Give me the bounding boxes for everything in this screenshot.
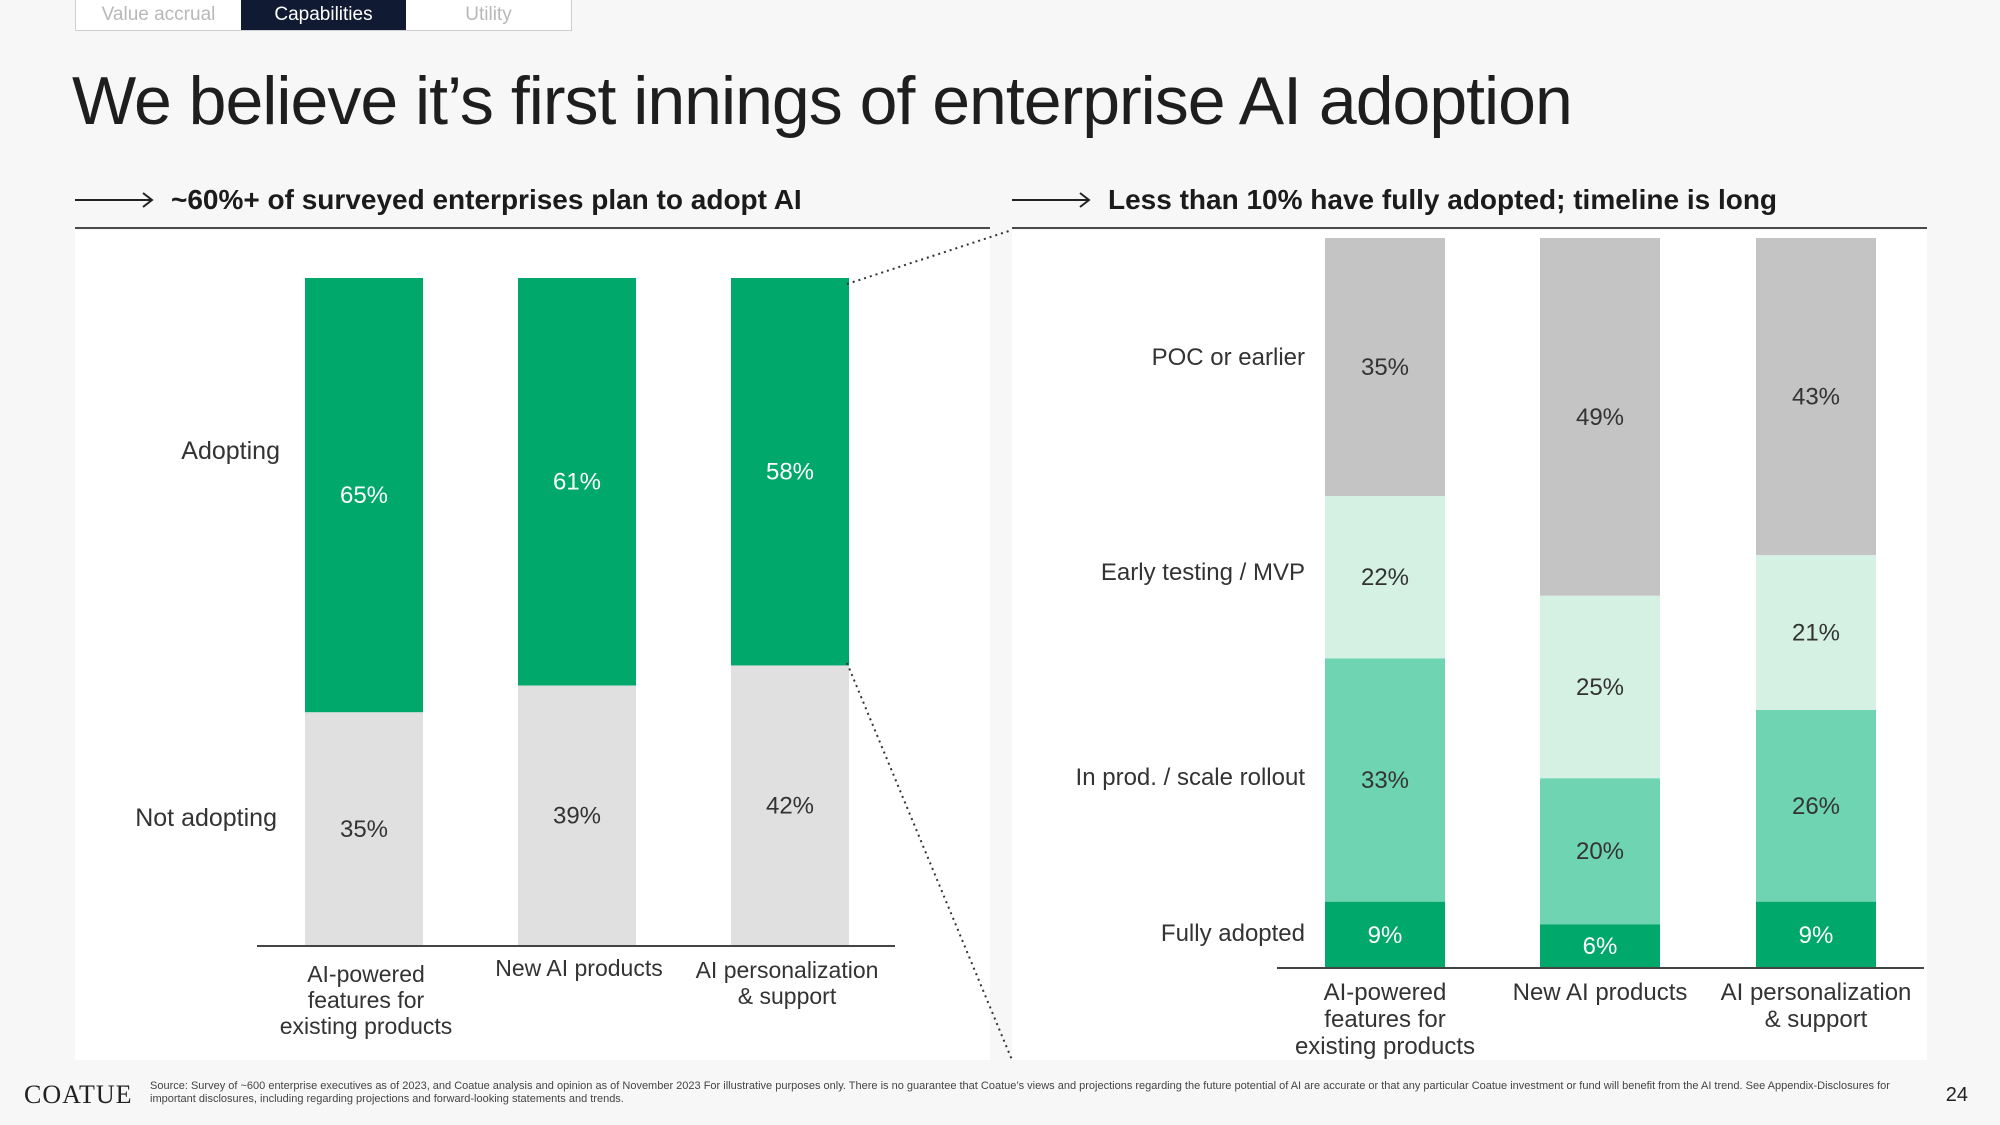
data-label: 42% xyxy=(766,793,814,820)
tab-utility[interactable]: Utility xyxy=(465,4,512,25)
bar-adopting-3 xyxy=(731,278,849,666)
data-label: 65% xyxy=(340,482,388,509)
arrow-right-icon xyxy=(1012,192,1092,208)
bar-not-adopting-3 xyxy=(731,665,849,946)
bar-fully-adopted-3 xyxy=(1756,901,1876,968)
bar-fully-adopted-2 xyxy=(1540,924,1660,968)
tab-value-accrual[interactable]: Value accrual xyxy=(101,4,216,25)
data-label: 35% xyxy=(340,816,388,843)
page-title: We believe it’s first innings of enterpr… xyxy=(72,63,1573,139)
section-tabs: Value accrual Capabilities Utility xyxy=(75,0,572,31)
data-label: 49% xyxy=(1576,404,1624,431)
data-label: 61% xyxy=(553,469,601,496)
bar-adopting-1 xyxy=(305,278,423,713)
right-chart-panel: 9% 33% 22% 35% 6% 20% 25% 49% 9% 26% 21% 43% POC or … xyxy=(1012,230,1927,1060)
bar-not-adopting-2 xyxy=(518,685,636,946)
series-label-in-prod-scale-rollout: In prod. / scale rollout xyxy=(1076,764,1306,791)
x-tick-label-3: AI personalization & support xyxy=(696,957,879,1009)
x-tick-label-2: New AI products xyxy=(1513,979,1688,1006)
x-tick-label-3: AI personalization & support xyxy=(1721,979,1912,1033)
bar-poc-or-earlier-1 xyxy=(1325,238,1445,497)
left-chart-panel: 35% 65% 39% 61% 42% 58% Adopting Not adopting AI… xyxy=(75,230,990,1060)
data-label: 9% xyxy=(1799,922,1834,949)
tab-capabilities[interactable]: Capabilities xyxy=(241,0,406,30)
company-logo: COATUE xyxy=(24,1080,133,1109)
page-number: 24 xyxy=(1945,1084,1968,1106)
bar-poc-or-earlier-3 xyxy=(1756,238,1876,556)
series-label-poc-or-earlier: POC or earlier xyxy=(1152,344,1305,371)
data-label: 33% xyxy=(1361,767,1409,794)
series-label-not-adopting: Not adopting xyxy=(135,804,277,832)
source-note: Source: Survey of ~600 enterprise execut… xyxy=(150,1080,1890,1105)
x-tick-label-1: AI-powered features for existing products xyxy=(1295,979,1475,1060)
bar-in-prod-scale-rollout-1 xyxy=(1325,658,1445,902)
data-label: 43% xyxy=(1792,384,1840,411)
right-divider xyxy=(1012,227,1927,229)
bar-early-testing-mvp-2 xyxy=(1540,595,1660,779)
data-label: 35% xyxy=(1361,354,1409,381)
data-label: 20% xyxy=(1576,838,1624,865)
bar-adopting-2 xyxy=(518,278,636,686)
series-label-early-testing-mvp: Early testing / MVP xyxy=(1101,559,1305,586)
adoption-stage-chart: 9% 33% 22% 35% 6% 20% 25% 49% 9% 26% 21% 43% POC or … xyxy=(1076,238,1924,1060)
series-label-fully-adopted: Fully adopted xyxy=(1161,920,1305,947)
data-label: 39% xyxy=(553,803,601,830)
adoption-plan-chart: 35% 65% 39% 61% 42% 58% Adopting Not adopting AI… xyxy=(135,278,895,1039)
x-tick-label-2: New AI products xyxy=(495,955,662,981)
data-label: 6% xyxy=(1583,933,1618,960)
bar-poc-or-earlier-2 xyxy=(1540,238,1660,596)
bar-early-testing-mvp-1 xyxy=(1325,496,1445,659)
data-label: 9% xyxy=(1368,922,1403,949)
data-label: 25% xyxy=(1576,674,1624,701)
bar-not-adopting-1 xyxy=(305,712,423,946)
bar-early-testing-mvp-3 xyxy=(1756,555,1876,710)
data-label: 58% xyxy=(766,459,814,486)
left-divider xyxy=(75,227,990,229)
left-subheading: ~60%+ of surveyed enterprises plan to ad… xyxy=(75,184,802,216)
left-subheading-text: ~60%+ of surveyed enterprises plan to ad… xyxy=(171,184,802,215)
x-tick-label-1: AI-powered features for existing products xyxy=(280,961,453,1039)
bar-in-prod-scale-rollout-2 xyxy=(1540,778,1660,925)
bar-fully-adopted-1 xyxy=(1325,901,1445,968)
arrow-right-icon xyxy=(75,192,155,208)
right-subheading-text: Less than 10% have fully adopted; timeli… xyxy=(1108,184,1778,215)
series-label-adopting: Adopting xyxy=(181,437,280,465)
data-label: 22% xyxy=(1361,564,1409,591)
data-label: 26% xyxy=(1792,793,1840,820)
bar-in-prod-scale-rollout-3 xyxy=(1756,709,1876,902)
right-subheading: Less than 10% have fully adopted; timeli… xyxy=(1012,184,1777,216)
data-label: 21% xyxy=(1792,619,1840,646)
